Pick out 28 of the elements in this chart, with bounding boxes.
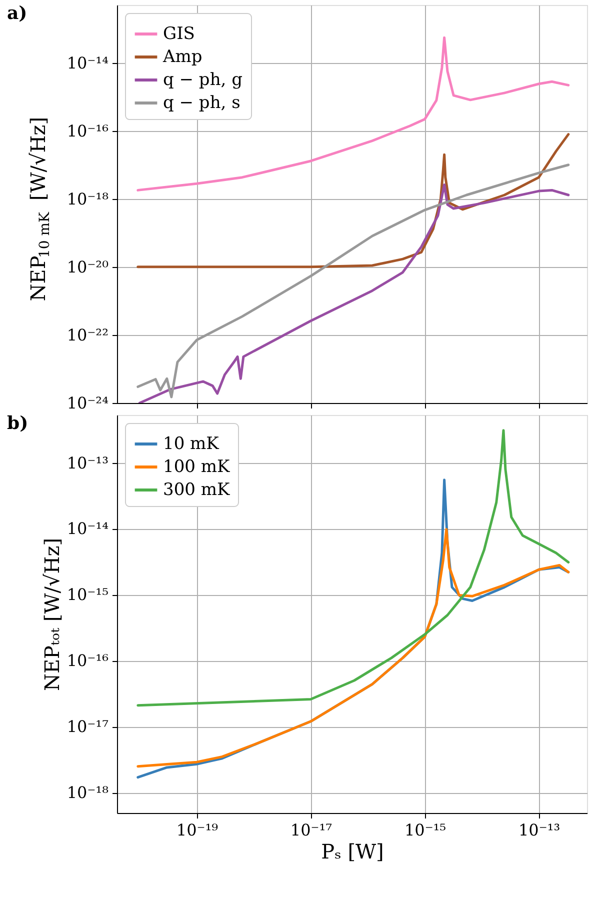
y-tick-label: 10⁻¹⁶	[66, 651, 108, 670]
legend-label: q − ph, g	[163, 70, 243, 90]
legend-label: 300 mK	[163, 480, 230, 500]
legend-label: GIS	[163, 24, 195, 44]
x-tick-label: 10⁻¹⁹	[176, 820, 219, 840]
x-axis-title: Pₛ [W]	[321, 840, 384, 864]
legend-label: 10 mK	[163, 434, 220, 454]
y-tick-label: 10⁻¹³	[66, 453, 108, 472]
legend-label: q − ph, s	[163, 93, 240, 113]
chart-title: a)	[7, 3, 28, 24]
x-tick-label: 10⁻¹⁵	[404, 820, 446, 840]
x-tick-label: 10⁻¹³	[518, 820, 560, 840]
y-tick-label: 10⁻¹⁶	[66, 121, 108, 140]
y-axis-title: NEP10 mK [W/√Hz]	[26, 116, 53, 302]
y-tick-label: 10⁻¹⁴	[66, 53, 108, 72]
y-tick-label: 10⁻²⁰	[66, 257, 108, 276]
y-axis-title: NEPₜₒₜ [W/√Hz]	[40, 538, 64, 692]
y-tick-label: 10⁻¹⁵	[66, 585, 108, 604]
x-tick-label: 10⁻¹⁷	[290, 820, 332, 840]
legend-label: Amp	[162, 47, 202, 67]
y-tick-label: 10⁻¹⁴	[66, 519, 108, 538]
legend-label: 100 mK	[163, 457, 230, 477]
y-tick-label: 10⁻¹⁸	[66, 189, 108, 208]
y-tick-label: 10⁻²⁴	[66, 394, 108, 412]
y-tick-label: 10⁻¹⁷	[66, 717, 108, 736]
chart-title: b)	[7, 413, 28, 434]
y-tick-label: 10⁻¹⁸	[66, 783, 108, 802]
y-tick-label: 10⁻²²	[66, 325, 108, 344]
